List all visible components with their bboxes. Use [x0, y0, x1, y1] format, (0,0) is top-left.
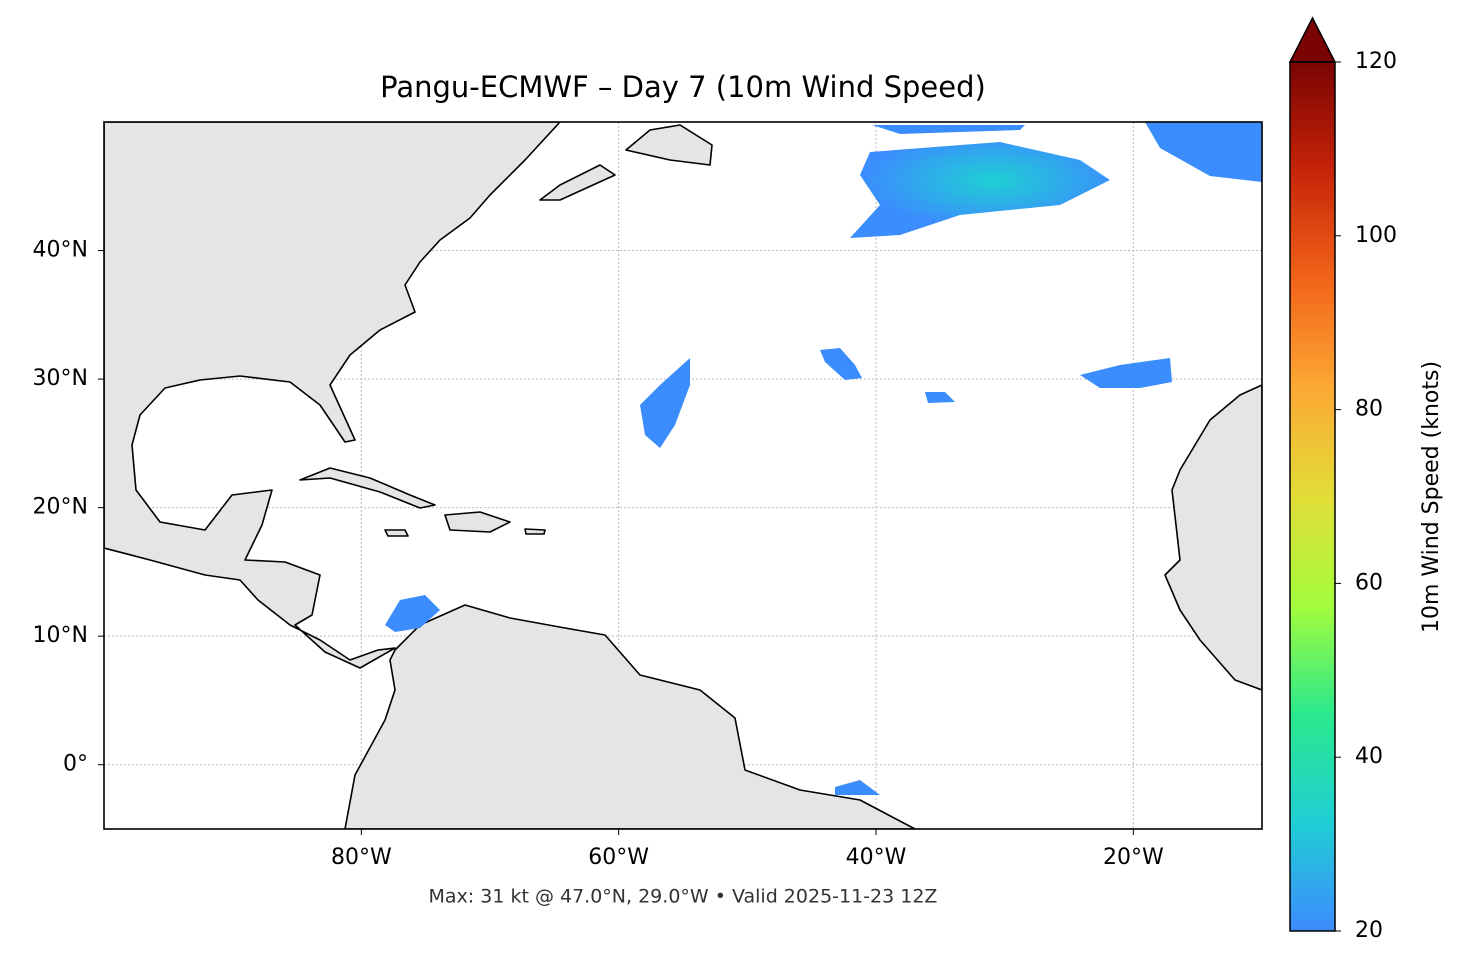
axis-ticks: 80°W 60°W 40°W 20°W 0° 10°N 20°N 30°N 40°N	[33, 238, 1164, 870]
y-tick-label: 0°	[63, 752, 88, 777]
wind-area	[820, 348, 862, 380]
wind-area	[850, 142, 1110, 238]
jamaica	[384, 529, 409, 537]
colorbar-tick-label: 40	[1355, 744, 1383, 769]
colorbar: 20 40 60 80 100 120	[1288, 16, 1397, 943]
nova-scotia	[539, 164, 616, 201]
map-area	[104, 122, 1262, 829]
wind-area	[925, 392, 955, 403]
y-tick-label: 10°N	[33, 623, 88, 648]
colorbar-tick-label: 60	[1355, 570, 1383, 595]
x-tick-label: 20°W	[1103, 845, 1164, 870]
africa	[1164, 384, 1262, 691]
wind-area	[835, 780, 880, 795]
colorbar-tick-label: 80	[1355, 397, 1383, 422]
colorbar-extend	[1288, 16, 1337, 63]
puerto-rico	[524, 528, 546, 535]
map-frame	[103, 121, 1263, 830]
colorbar-gradient	[1290, 62, 1335, 931]
footnote: Max: 31 kt @ 47.0°N, 29.0°W • Valid 2025…	[429, 886, 938, 908]
wind-area	[1145, 122, 1262, 182]
y-tick-label: 20°N	[33, 495, 88, 520]
wind-area	[872, 125, 1025, 134]
newfoundland	[625, 124, 713, 166]
y-tick-label: 40°N	[33, 238, 88, 263]
x-tick-label: 60°W	[588, 845, 649, 870]
colorbar-tick-label: 20	[1355, 918, 1383, 943]
x-tick-label: 80°W	[331, 845, 392, 870]
south-america	[344, 604, 916, 829]
cuba	[299, 467, 436, 509]
x-tick-label: 40°W	[846, 845, 907, 870]
colorbar-label: 10m Wind Speed (knots)	[1419, 361, 1444, 633]
wind-area	[640, 358, 690, 448]
colorbar-frame	[1289, 61, 1336, 932]
north-america	[104, 122, 561, 669]
colorbar-tick-label: 120	[1355, 49, 1397, 74]
wind-area	[385, 595, 440, 632]
wind-area	[1080, 358, 1172, 388]
hispaniola	[444, 511, 511, 533]
colorbar-tick-label: 100	[1355, 223, 1397, 248]
y-tick-label: 30°N	[33, 366, 88, 391]
map-title: Pangu-ECMWF – Day 7 (10m Wind Speed)	[380, 70, 986, 104]
